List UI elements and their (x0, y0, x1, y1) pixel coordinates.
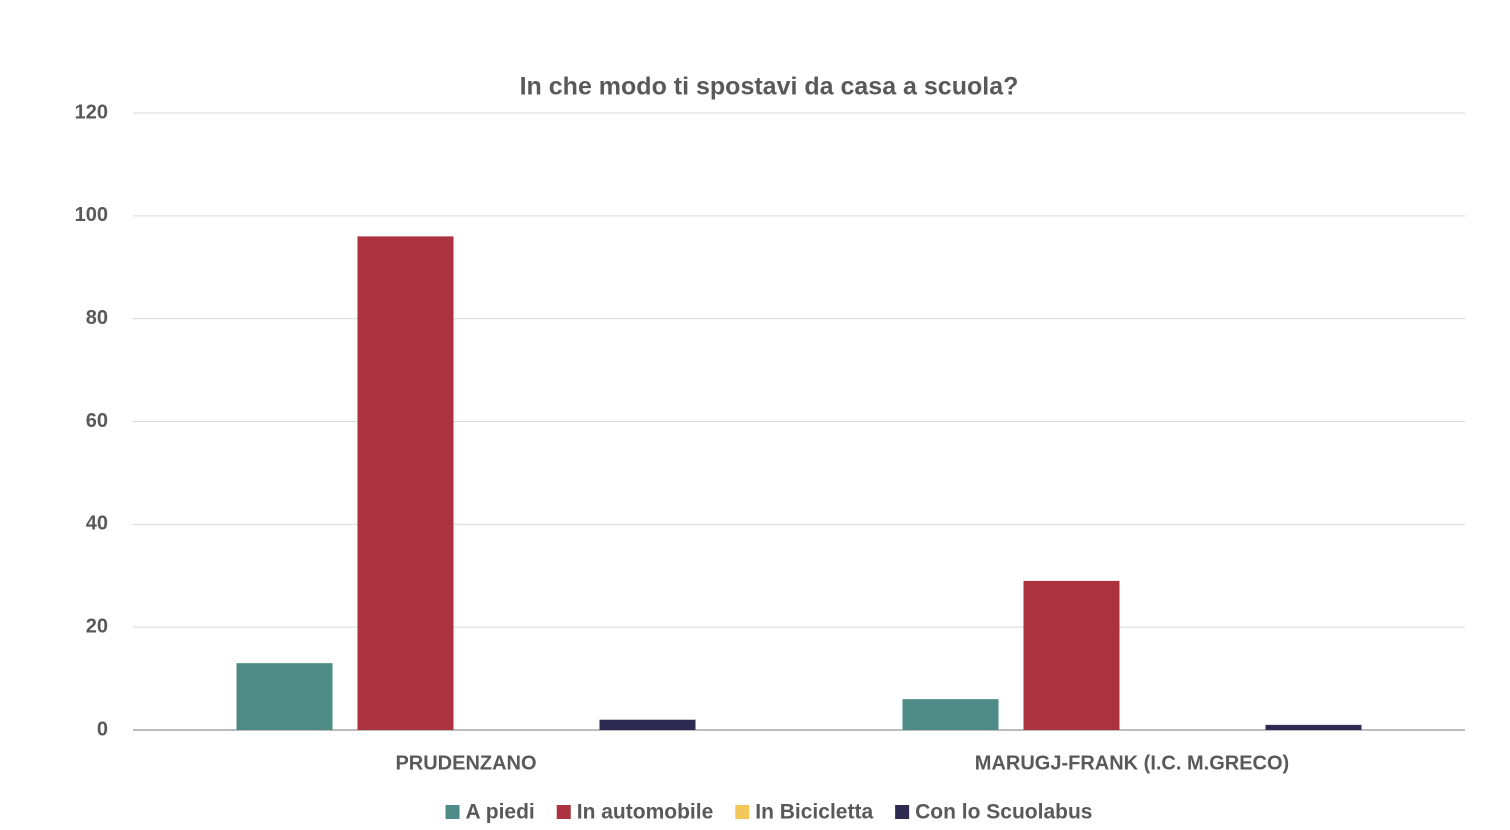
y-tick-label: 120 (75, 101, 108, 123)
bar (1023, 580, 1120, 730)
bar (357, 236, 454, 730)
y-tick-label: 0 (97, 718, 108, 740)
bar (599, 719, 696, 730)
legend-swatch (445, 805, 460, 819)
legend-swatch (556, 805, 571, 819)
y-tick-label: 40 (86, 513, 108, 535)
x-tick-label: MARUGJ-FRANK (I.C. M.GRECO) (975, 752, 1289, 774)
legend-label: Con lo Scuolabus (915, 801, 1092, 824)
y-tick-label: 80 (86, 307, 108, 329)
legend-swatch (735, 805, 750, 819)
chart-title: In che modo ti spostavi da casa a scuola… (520, 73, 1019, 101)
bar (902, 699, 999, 730)
bar (236, 663, 333, 730)
legend-label: In automobile (577, 801, 714, 824)
y-tick-label: 60 (86, 410, 108, 432)
y-tick-label: 100 (75, 204, 108, 226)
bar (1265, 724, 1362, 730)
legend-swatch (895, 805, 910, 819)
y-tick-label: 20 (86, 615, 108, 637)
x-tick-label: PRUDENZANO (395, 752, 536, 774)
legend-label: In Bicicletta (755, 801, 873, 824)
legend-label: A piedi (466, 801, 535, 824)
